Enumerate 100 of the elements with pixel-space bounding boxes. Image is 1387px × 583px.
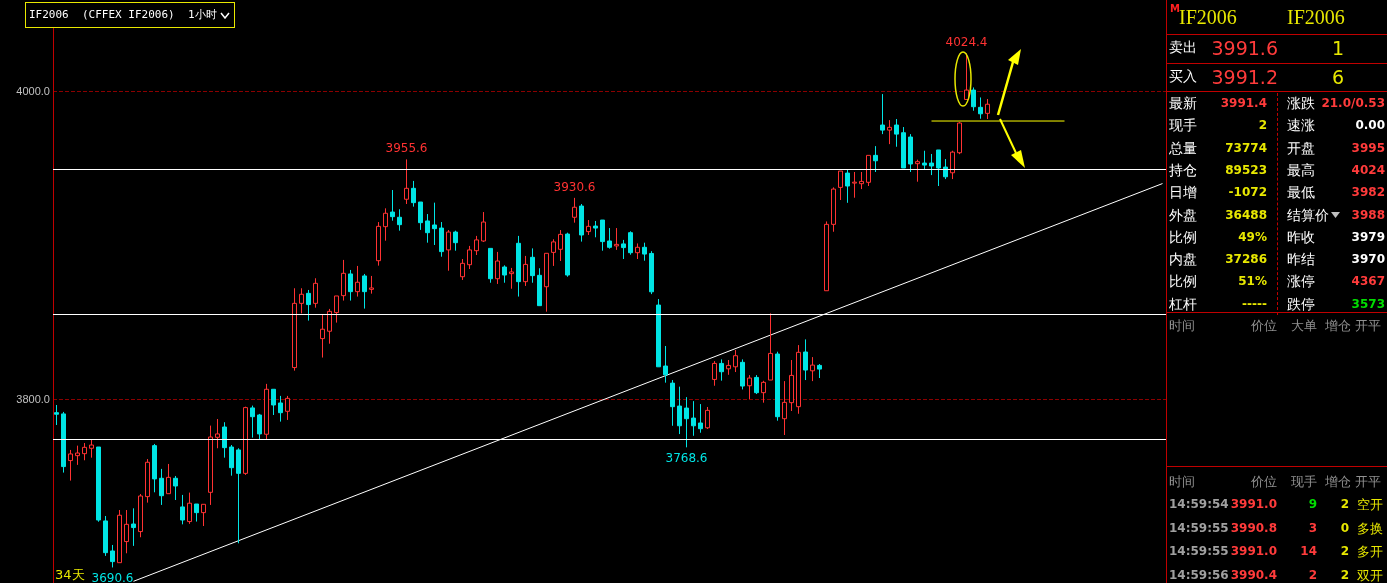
y-tick-label: 3800.0 — [16, 392, 50, 405]
candlestick — [551, 238, 556, 267]
candlestick — [467, 245, 472, 270]
candlestick — [838, 170, 843, 201]
candlestick — [502, 264, 507, 284]
text: 比例 — [1169, 228, 1197, 247]
candlestick — [922, 150, 927, 170]
text: 现手 — [1169, 117, 1197, 136]
candlestick — [68, 449, 73, 482]
text: IF2006 — [1287, 6, 1345, 29]
candlestick — [138, 493, 143, 538]
text: 89523 — [1225, 162, 1267, 177]
text: 比例 — [1169, 273, 1197, 292]
candlestick — [306, 289, 311, 322]
text: 14 — [1300, 544, 1317, 558]
candlestick — [593, 220, 598, 238]
annotation: 34天 — [55, 567, 85, 582]
candlestick — [180, 494, 185, 525]
text: 开盘 — [1287, 139, 1315, 158]
candlestick — [971, 86, 976, 112]
candlestick — [943, 158, 948, 180]
candlestick — [341, 259, 346, 302]
candlestick — [565, 232, 570, 278]
text: 0.00 — [1355, 118, 1385, 133]
candlestick — [957, 121, 962, 155]
candlestick — [285, 395, 290, 421]
candlestick — [642, 242, 647, 262]
candlestick — [579, 203, 584, 243]
text: 跌停 — [1287, 295, 1315, 314]
candlestick — [131, 507, 136, 547]
text: 49% — [1238, 229, 1267, 244]
text: 3982 — [1351, 185, 1385, 200]
candlestick — [677, 386, 682, 435]
text: 杠杆 — [1169, 295, 1197, 314]
text: 3991.2 — [1211, 66, 1278, 88]
candlestick — [411, 180, 416, 208]
text: 3979 — [1351, 229, 1385, 244]
candlestick — [173, 475, 178, 501]
candlestick — [880, 93, 885, 135]
candlestick — [670, 379, 675, 427]
candlestick — [376, 221, 381, 267]
candlestick — [698, 403, 703, 434]
candlestick — [614, 227, 619, 251]
text: 内盘 — [1169, 251, 1197, 270]
candlestick — [649, 250, 654, 295]
candlestick — [425, 213, 430, 244]
text: 价位 — [1251, 317, 1277, 335]
text: 价位 — [1251, 473, 1277, 491]
candlestick — [243, 406, 248, 476]
candlestick — [75, 445, 80, 466]
candlestick — [810, 356, 815, 382]
text: 结算价 — [1287, 206, 1329, 225]
text: ----- — [1242, 296, 1267, 311]
text: 最低 — [1287, 184, 1315, 203]
text: 空开 — [1357, 496, 1383, 514]
text: 昨结 — [1287, 251, 1315, 270]
candlestick — [397, 208, 402, 232]
candlestick — [250, 405, 255, 439]
candlestick — [439, 221, 444, 258]
candlestick — [481, 211, 486, 243]
text: 14:59:54 — [1169, 497, 1229, 511]
candlestick — [54, 404, 59, 426]
candlestick — [299, 287, 304, 314]
candlestick — [950, 150, 955, 180]
chart-title: IF2006 (CFFEX IF2006) 1小时 — [29, 7, 217, 23]
text: 2 — [1258, 118, 1267, 133]
candlestick — [152, 443, 157, 493]
text: 外盘 — [1169, 206, 1197, 225]
text: 2 — [1340, 567, 1349, 582]
annotation: 3690.6 — [91, 571, 134, 583]
text: 涨跌 — [1287, 95, 1315, 113]
candlestick — [229, 444, 234, 477]
candlestick — [446, 229, 451, 272]
candlestick — [873, 145, 878, 173]
text: 9 — [1308, 497, 1317, 511]
annotation: 3768.6 — [665, 451, 708, 466]
candlestick — [586, 219, 591, 236]
text: M — [1170, 3, 1180, 14]
text: 多换 — [1357, 519, 1383, 538]
candlestick — [201, 503, 206, 527]
text: 14:59:56 — [1169, 567, 1229, 582]
text: 3991.6 — [1211, 37, 1278, 59]
candlestick — [362, 273, 367, 310]
text: 37286 — [1225, 252, 1267, 267]
candlestick — [236, 447, 241, 544]
text: IF2006 — [1179, 6, 1237, 29]
annotation: 3930.6 — [553, 179, 596, 194]
text: 持仓 — [1169, 161, 1197, 180]
text: 涨停 — [1287, 273, 1315, 292]
candlestick — [803, 338, 808, 381]
candlestick — [929, 153, 934, 176]
candlestick — [334, 295, 339, 324]
candlestick — [215, 418, 220, 449]
candlestick — [761, 380, 766, 404]
y-tick-label: 4000.0 — [16, 85, 50, 97]
candlestick — [460, 258, 465, 281]
text: 14:59:55 — [1169, 544, 1229, 558]
candlestick — [824, 220, 829, 292]
candlestick — [222, 421, 227, 459]
candlestick — [768, 312, 773, 381]
